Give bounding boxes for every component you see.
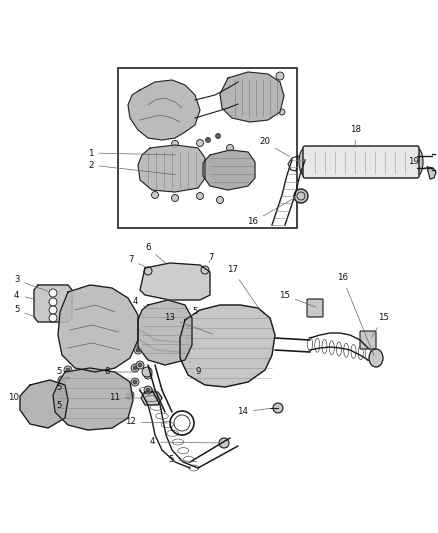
Text: 5: 5 <box>168 456 197 464</box>
Polygon shape <box>427 167 436 179</box>
Circle shape <box>201 266 209 274</box>
Text: 16: 16 <box>247 197 296 227</box>
Text: 2: 2 <box>88 160 175 175</box>
Text: 7: 7 <box>208 254 213 262</box>
Text: 4: 4 <box>149 438 219 447</box>
Text: 15: 15 <box>371 313 389 337</box>
Circle shape <box>133 380 137 384</box>
Circle shape <box>131 378 139 386</box>
Circle shape <box>197 192 204 199</box>
Circle shape <box>215 133 220 139</box>
Text: 11: 11 <box>109 393 140 402</box>
Circle shape <box>172 195 179 201</box>
Polygon shape <box>53 368 133 430</box>
Polygon shape <box>34 285 72 322</box>
Circle shape <box>128 393 132 397</box>
Circle shape <box>66 368 70 372</box>
Circle shape <box>64 366 72 374</box>
Text: 20: 20 <box>259 138 290 157</box>
Circle shape <box>273 403 283 413</box>
Circle shape <box>205 138 211 142</box>
Polygon shape <box>138 300 192 365</box>
Circle shape <box>49 314 57 322</box>
Polygon shape <box>138 145 205 192</box>
Circle shape <box>152 191 159 198</box>
Circle shape <box>136 361 144 369</box>
Circle shape <box>136 348 140 352</box>
Text: 13: 13 <box>164 313 212 334</box>
Circle shape <box>49 306 57 314</box>
Ellipse shape <box>411 148 423 176</box>
Circle shape <box>60 378 64 382</box>
Circle shape <box>138 363 142 367</box>
Text: 4: 4 <box>133 297 145 307</box>
Polygon shape <box>58 285 138 372</box>
Circle shape <box>144 267 152 275</box>
Circle shape <box>142 367 152 377</box>
Circle shape <box>146 388 150 392</box>
Circle shape <box>144 386 152 394</box>
FancyBboxPatch shape <box>307 299 323 317</box>
Ellipse shape <box>299 148 311 176</box>
Circle shape <box>49 298 57 306</box>
FancyBboxPatch shape <box>303 146 419 178</box>
FancyBboxPatch shape <box>360 331 376 349</box>
Polygon shape <box>288 156 298 171</box>
Text: 5: 5 <box>57 400 68 409</box>
Text: 17: 17 <box>227 265 258 308</box>
Circle shape <box>144 371 152 379</box>
Circle shape <box>49 289 57 297</box>
Text: 18: 18 <box>350 125 361 147</box>
Polygon shape <box>220 72 284 122</box>
Text: 5: 5 <box>14 305 35 317</box>
Text: 15: 15 <box>279 290 315 307</box>
Circle shape <box>133 366 137 370</box>
Circle shape <box>197 140 204 147</box>
Circle shape <box>216 197 223 204</box>
Polygon shape <box>180 305 275 387</box>
Text: 19: 19 <box>408 157 427 169</box>
Text: 6: 6 <box>145 244 166 263</box>
Text: 5: 5 <box>57 367 70 378</box>
Text: 14: 14 <box>237 408 270 416</box>
Circle shape <box>131 364 139 372</box>
Bar <box>118 68 297 228</box>
Text: 8: 8 <box>105 367 137 376</box>
Circle shape <box>219 438 229 448</box>
Text: 7: 7 <box>128 255 145 267</box>
Text: 1: 1 <box>88 149 175 157</box>
Text: 5: 5 <box>192 308 198 317</box>
Ellipse shape <box>369 349 383 367</box>
Circle shape <box>134 346 142 354</box>
Text: 9: 9 <box>190 362 200 376</box>
Text: 12: 12 <box>125 417 167 426</box>
Text: 4: 4 <box>14 290 35 300</box>
Circle shape <box>226 144 233 151</box>
Circle shape <box>294 189 308 203</box>
Polygon shape <box>141 392 162 405</box>
Text: 3: 3 <box>14 276 47 291</box>
Polygon shape <box>20 380 68 428</box>
Circle shape <box>172 141 179 148</box>
Polygon shape <box>140 263 210 300</box>
Circle shape <box>58 376 66 384</box>
Circle shape <box>276 72 284 80</box>
Text: 10: 10 <box>8 393 25 402</box>
Circle shape <box>279 109 285 115</box>
Text: 16: 16 <box>337 273 374 356</box>
Polygon shape <box>203 150 255 190</box>
Circle shape <box>126 391 134 399</box>
Text: 5: 5 <box>57 384 68 392</box>
Polygon shape <box>128 80 200 140</box>
Circle shape <box>146 373 150 377</box>
